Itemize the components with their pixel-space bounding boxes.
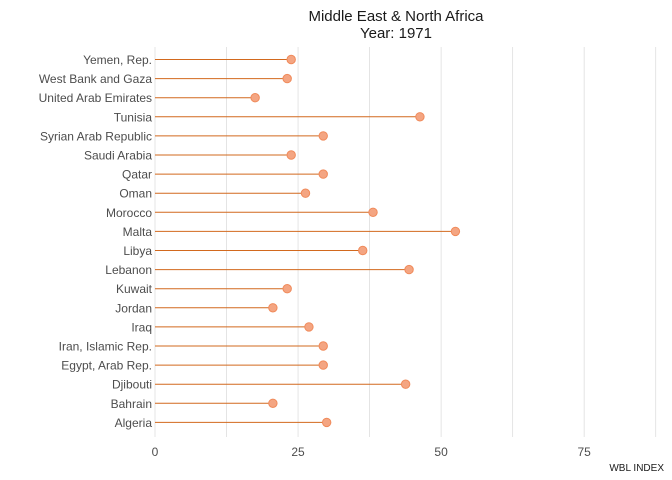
category-label: Qatar (122, 168, 152, 182)
category-label: Tunisia (114, 110, 153, 124)
lollipop-point (268, 398, 278, 408)
category-label: Lebanon (105, 263, 152, 277)
category-label: Yemen, Rep. (83, 53, 152, 67)
lollipop-marks (155, 54, 461, 428)
category-label: Morocco (106, 206, 152, 220)
category-label: Bahrain (111, 397, 152, 411)
category-label: Egypt, Arab Rep. (61, 359, 152, 373)
lollipop-point (318, 169, 328, 179)
lollipop-point (286, 54, 296, 65)
chart-title: Middle East & North Africa (308, 8, 484, 25)
category-label: Jordan (115, 301, 152, 315)
category-label: Iraq (131, 320, 152, 334)
category-label: United Arab Emirates (39, 91, 152, 105)
lollipop-point (450, 226, 461, 237)
category-label: Saudi Arabia (84, 149, 152, 163)
lollipop-point (321, 417, 332, 428)
category-label: Iran, Islamic Rep. (59, 340, 152, 354)
lollipop-point (268, 303, 278, 313)
category-label: Libya (123, 244, 152, 258)
lollipop-point (318, 131, 328, 141)
category-label: Oman (119, 187, 152, 201)
category-label: Malta (123, 225, 153, 239)
x-tick-label: 25 (291, 445, 305, 459)
category-label: Kuwait (116, 282, 153, 296)
lollipop-point (358, 245, 368, 256)
lollipop-point (404, 264, 414, 275)
lollipop-point (415, 112, 425, 122)
x-tick-label: 75 (577, 445, 591, 459)
lollipop-point (282, 73, 292, 84)
lollipop-point (400, 379, 411, 389)
lollipop-point (250, 93, 260, 103)
x-tick-labels: 0 25 50 75 (152, 445, 592, 459)
lollipop-point (368, 207, 378, 218)
gridlines (154, 47, 657, 437)
lollipop-point (318, 360, 328, 370)
x-axis-label: WBL INDEX (609, 463, 664, 474)
category-label: Algeria (115, 416, 153, 430)
chart-subtitle: Year: 1971 (360, 25, 432, 42)
lollipop-point (304, 322, 314, 332)
x-tick-label: 50 (434, 445, 448, 459)
category-label: West Bank and Gaza (39, 72, 153, 86)
x-tick-label: 0 (152, 445, 159, 459)
lollipop-point (300, 188, 311, 198)
category-label: Djibouti (112, 378, 152, 392)
lollipop-point (318, 341, 328, 351)
category-label: Syrian Arab Republic (40, 129, 152, 143)
lollipop-point (286, 150, 296, 160)
lollipop-point (282, 284, 292, 294)
category-labels: Yemen, Rep. West Bank and Gaza United Arab… (39, 53, 153, 430)
